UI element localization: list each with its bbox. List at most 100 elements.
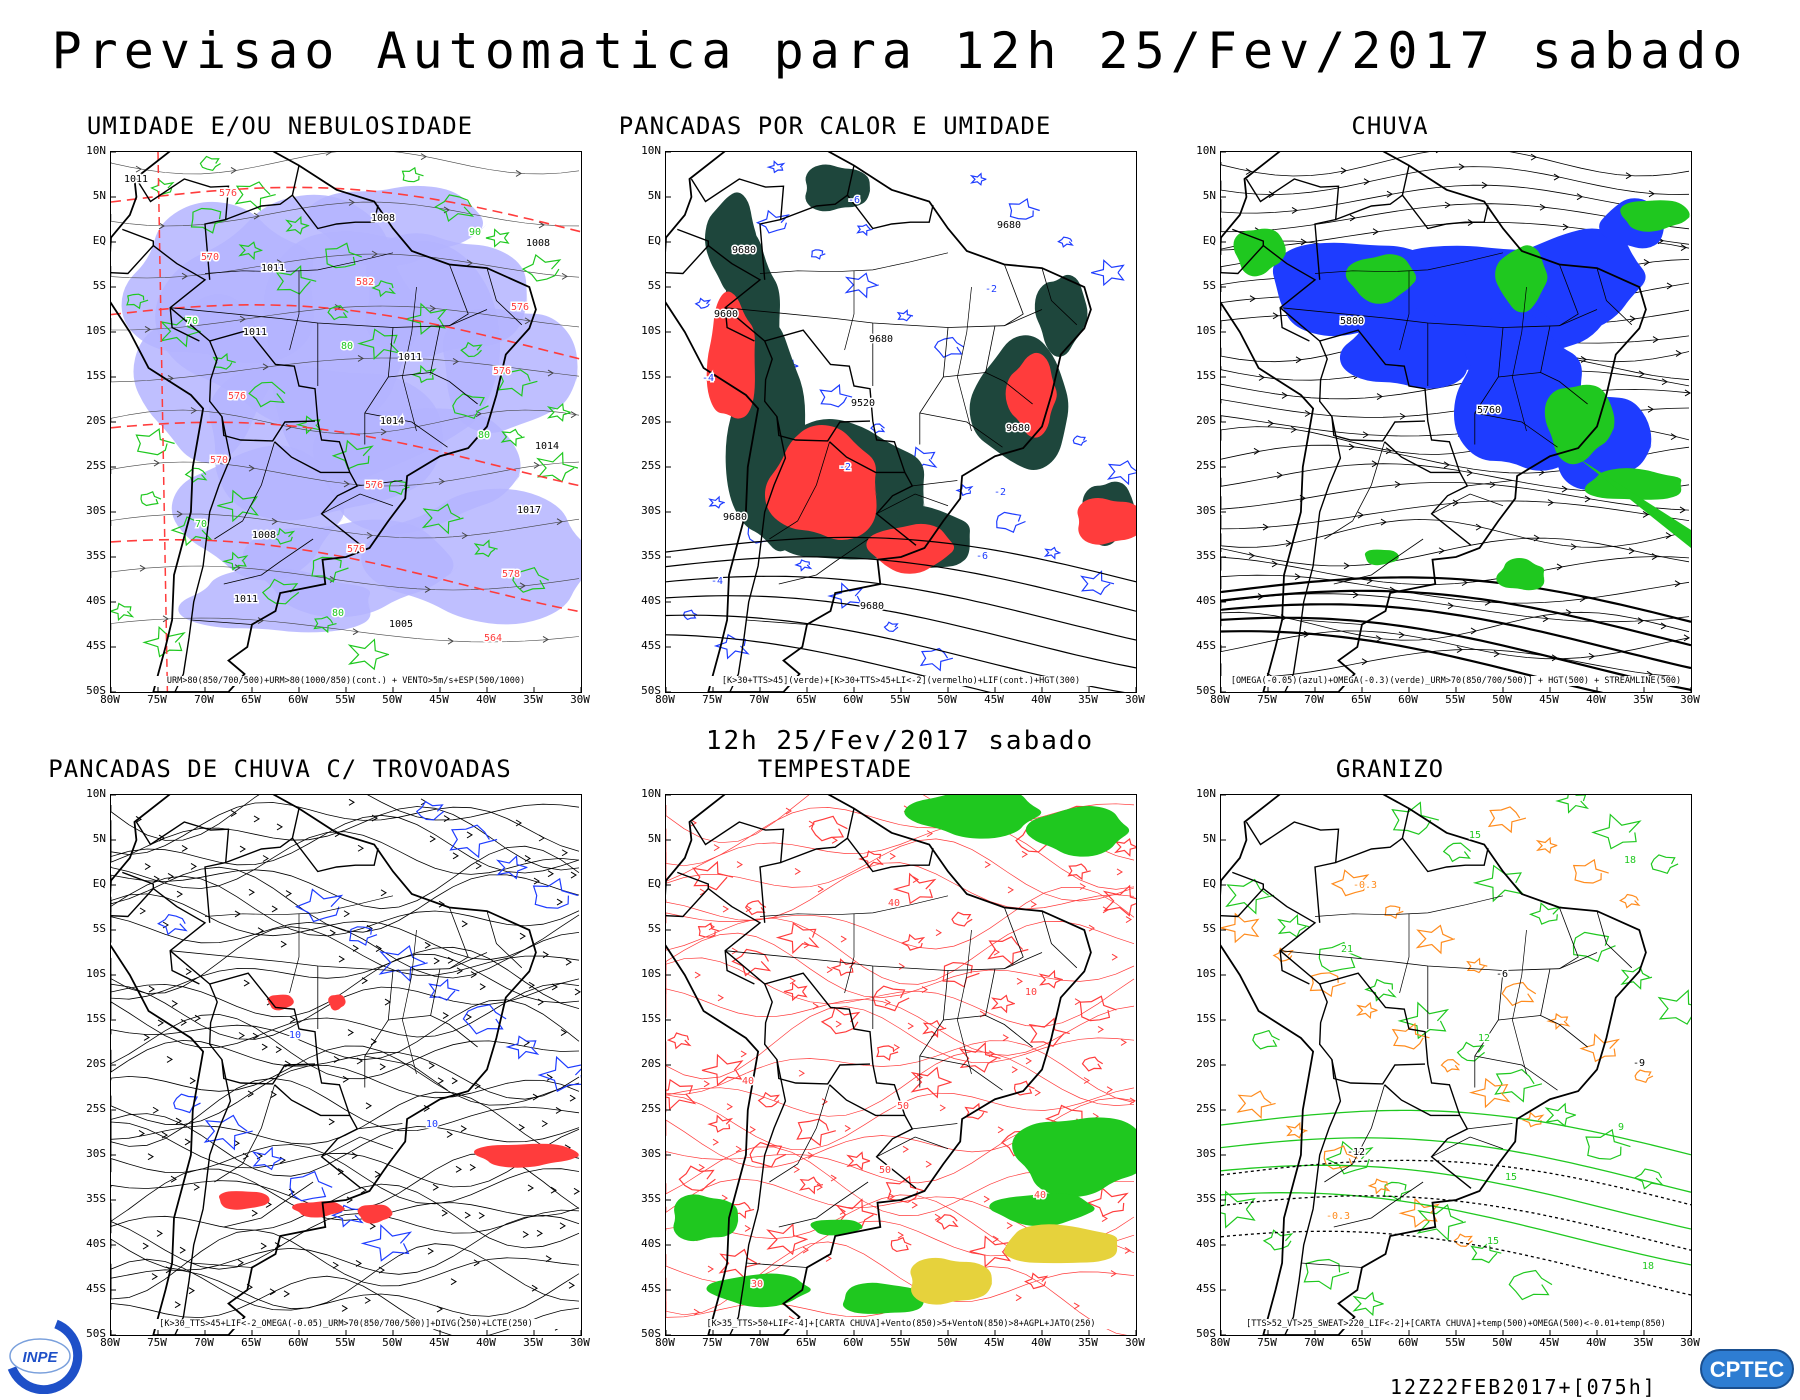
flow-arrow [570, 871, 577, 879]
latitude-label: 25S [1196, 459, 1216, 472]
flow-arrow [174, 1301, 181, 1309]
humidity-contour [497, 369, 538, 397]
flow-arrow [749, 1126, 756, 1134]
rain-area [1584, 468, 1682, 500]
temperature-contour [1397, 1001, 1450, 1040]
flow-arrow [515, 170, 522, 177]
flow-arrow [1034, 1089, 1041, 1097]
river [402, 286, 417, 432]
omega-contour [1323, 1145, 1358, 1170]
flow-arrow [1679, 506, 1686, 514]
omega-area [1339, 307, 1468, 389]
lif-contour [708, 495, 725, 509]
country-border [1401, 194, 1489, 230]
humidity-contour [327, 305, 349, 321]
longitude-label: 55W [890, 1336, 910, 1349]
country-border [1335, 165, 1410, 221]
country-border [1221, 244, 1317, 342]
flow-arrow [1380, 518, 1387, 526]
state-border [1431, 1136, 1504, 1158]
streamline [111, 1144, 580, 1205]
panel-title: UMIDADE E/OU NEBULOSIDADE [86, 112, 474, 140]
flow-arrow [424, 941, 431, 949]
state-border [486, 910, 523, 969]
state-border [190, 1262, 253, 1268]
flow-arrow [1456, 646, 1463, 653]
state-border [1559, 264, 1579, 327]
contour-label: -0.3 [1326, 1211, 1350, 1222]
flow-arrow [436, 1305, 443, 1313]
longitude-label: 30W [1680, 693, 1700, 706]
flow-arrow [1249, 295, 1256, 303]
contour-label: 1011 [124, 174, 148, 185]
temperature-contour [1456, 1041, 1485, 1062]
contour-label: 1008 [252, 530, 276, 541]
jet-contour [935, 1214, 959, 1230]
flow-arrow [184, 1138, 191, 1146]
latitude-label: 30S [86, 504, 106, 517]
flow-arrow [916, 1074, 923, 1081]
omega-contour [1579, 1033, 1620, 1063]
flow-arrow [1129, 1097, 1136, 1105]
flow-arrow [138, 1130, 145, 1137]
streamline [666, 1087, 1135, 1151]
flow-arrow [1680, 244, 1687, 251]
humidity-contour [275, 265, 317, 295]
panel-umidade: UMIDADE E/OU NEBULOSIDADE 1011 1011 1011 10… [0, 112, 590, 712]
country-border [122, 871, 154, 889]
flow-arrow [332, 1261, 339, 1269]
humidity-contour [473, 539, 498, 558]
country-border [677, 871, 709, 889]
longitude-label: 40W [476, 693, 496, 706]
lif-contour [1072, 435, 1087, 446]
longitude-label: 65W [1351, 693, 1371, 706]
latitude-label: 35S [641, 1192, 661, 1205]
flow-arrow [1533, 534, 1540, 542]
divergence-contour [505, 1035, 540, 1060]
height-contour [1221, 576, 1691, 623]
flow-arrow [464, 1211, 471, 1219]
flow-arrow [1002, 1034, 1009, 1042]
latitude-label: EQ [647, 877, 661, 890]
jet-contour [701, 1053, 744, 1087]
flow-arrow [153, 459, 160, 467]
contour-label: 1008 [526, 238, 550, 249]
latitude-label: 35S [641, 549, 661, 562]
flow-arrow [1006, 1222, 1013, 1229]
weather-map: 15 18 -0.3 -6 -9 -12 15 18 21 12 9 -0.3 15 [1221, 795, 1691, 1335]
temperature-contour [1442, 842, 1472, 863]
flow-arrow [247, 1090, 254, 1098]
flow-arrow [1651, 553, 1658, 561]
flow-arrow [785, 807, 792, 815]
flow-arrow [703, 1080, 710, 1088]
latitude-label: 10N [86, 144, 106, 157]
flow-arrow [1376, 393, 1383, 400]
flow-arrow [694, 971, 701, 979]
flow-arrow [565, 958, 572, 966]
flow-arrow [384, 998, 391, 1006]
jet-contour [1114, 837, 1136, 857]
longitude-label: 60W [1398, 693, 1418, 706]
river [204, 895, 394, 917]
flow-arrow [380, 889, 387, 897]
flow-arrow [1458, 163, 1465, 171]
longitude-label: 75W [1257, 693, 1277, 706]
flow-arrow [1684, 389, 1691, 397]
flow-arrow [934, 1213, 941, 1221]
flow-arrow [1262, 523, 1269, 531]
longitude-label: 60W [843, 1336, 863, 1349]
country-border [174, 416, 232, 692]
jet-contour [783, 981, 808, 1002]
flow-arrow [712, 1138, 719, 1146]
contour-label: 40 [1034, 1190, 1046, 1201]
lif-contour [883, 621, 899, 633]
contour-label: 70 [195, 519, 207, 530]
temperature-contour [1221, 1230, 1691, 1296]
longitude-label: 80W [100, 1336, 120, 1349]
flow-arrow [465, 1013, 472, 1021]
flow-arrow [1443, 461, 1450, 469]
flow-arrow [831, 836, 838, 844]
flow-arrow [524, 317, 531, 325]
state-border [876, 1136, 949, 1158]
contour-label: 9680 [732, 245, 756, 256]
